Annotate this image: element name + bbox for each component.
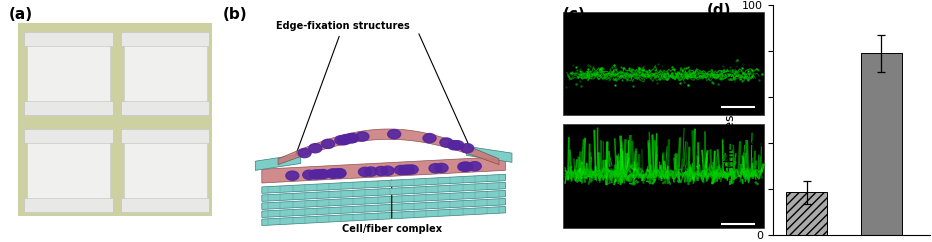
Circle shape — [402, 165, 415, 174]
Circle shape — [322, 139, 335, 148]
Circle shape — [333, 169, 346, 178]
Text: Cell/fiber complex: Cell/fiber complex — [342, 180, 442, 234]
Circle shape — [423, 134, 436, 143]
Polygon shape — [262, 206, 505, 226]
Bar — [124, 32, 207, 115]
Circle shape — [451, 141, 464, 150]
Polygon shape — [262, 182, 505, 201]
Y-axis label: Thickness (mm): Thickness (mm) — [723, 70, 736, 170]
Circle shape — [440, 138, 453, 147]
Circle shape — [356, 132, 369, 141]
Circle shape — [435, 163, 448, 173]
Polygon shape — [262, 157, 505, 183]
Text: Edge-fixation structures: Edge-fixation structures — [276, 21, 410, 156]
Bar — [563, 124, 764, 228]
Circle shape — [468, 162, 481, 171]
Bar — [121, 32, 210, 46]
Circle shape — [381, 166, 394, 175]
Polygon shape — [255, 154, 301, 170]
Circle shape — [388, 129, 401, 139]
Circle shape — [346, 134, 359, 143]
Circle shape — [317, 169, 330, 179]
Circle shape — [313, 170, 326, 179]
Polygon shape — [262, 198, 505, 218]
Circle shape — [326, 169, 339, 178]
Bar — [24, 101, 113, 115]
Circle shape — [333, 169, 346, 178]
Bar — [24, 32, 113, 46]
Circle shape — [375, 166, 388, 176]
Bar — [124, 129, 207, 212]
Circle shape — [429, 164, 442, 173]
Circle shape — [337, 136, 350, 145]
Circle shape — [328, 169, 341, 178]
Bar — [121, 129, 210, 143]
Bar — [861, 53, 902, 235]
Circle shape — [447, 141, 460, 150]
Bar — [18, 23, 212, 216]
Circle shape — [339, 135, 352, 144]
Circle shape — [399, 165, 412, 174]
Polygon shape — [278, 129, 499, 165]
Circle shape — [335, 136, 348, 145]
Circle shape — [303, 170, 316, 179]
Circle shape — [364, 167, 377, 176]
Circle shape — [405, 165, 418, 174]
Circle shape — [298, 148, 311, 158]
Text: (d): (d) — [706, 2, 732, 17]
Polygon shape — [262, 174, 505, 193]
Circle shape — [458, 162, 471, 171]
Bar — [786, 192, 828, 235]
Polygon shape — [467, 146, 512, 162]
Circle shape — [460, 144, 473, 153]
Text: (a): (a) — [9, 7, 34, 22]
Circle shape — [345, 134, 358, 143]
Circle shape — [308, 144, 322, 153]
Bar — [24, 129, 113, 143]
Polygon shape — [262, 190, 505, 209]
Bar — [121, 198, 210, 212]
Bar — [563, 12, 764, 115]
Text: (c): (c) — [563, 7, 585, 22]
Bar — [27, 129, 110, 212]
Circle shape — [359, 167, 372, 176]
Bar — [24, 198, 113, 212]
Circle shape — [459, 162, 473, 171]
Circle shape — [394, 166, 407, 175]
Circle shape — [309, 170, 322, 179]
Bar — [121, 101, 210, 115]
Text: (b): (b) — [223, 7, 247, 22]
Bar — [27, 32, 110, 115]
Circle shape — [286, 171, 299, 180]
